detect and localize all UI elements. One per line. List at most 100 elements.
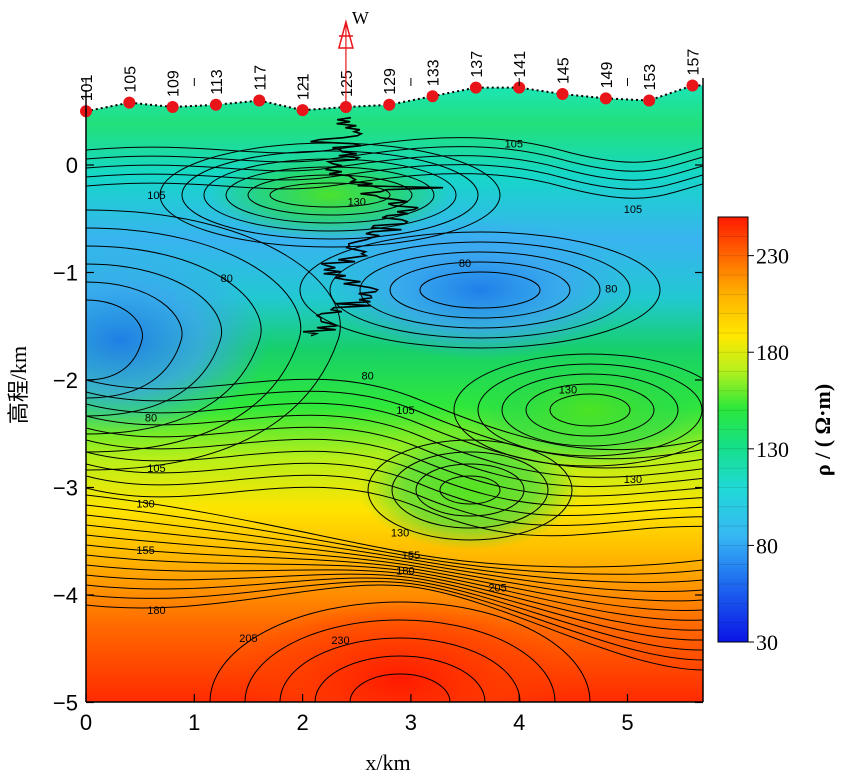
contour-line <box>86 524 703 593</box>
contour-line <box>86 146 703 172</box>
colorbar: 230 180 130 80 30 ρ / ( Ω·m) <box>717 216 835 655</box>
x-tick-label: 5 <box>621 710 633 735</box>
y-tick-label: 0 <box>66 153 78 178</box>
contour-line <box>86 564 703 631</box>
contour-lines <box>86 137 703 702</box>
contour-line <box>419 271 541 309</box>
contour-label: 205 <box>239 633 257 645</box>
well-label: W <box>352 8 369 28</box>
contour-label: 105 <box>147 463 165 475</box>
station-marker <box>469 81 482 94</box>
well-resistivity-log <box>302 116 444 337</box>
contour-labels: 105 105 105 130 80 80 80 80 80 105 130 130 105 130 130… <box>136 139 642 648</box>
station-marker <box>123 96 136 109</box>
y-tick-label: −1 <box>53 261 78 286</box>
station-label: 125 <box>339 70 356 97</box>
contour-label: 105 <box>505 139 523 151</box>
station-label: 105 <box>122 66 139 93</box>
contour-line <box>86 390 703 460</box>
station-marker <box>556 88 569 101</box>
well-log-trace <box>302 116 444 337</box>
topography-polyline <box>85 84 703 113</box>
contour-line <box>501 373 679 447</box>
contour-line <box>86 414 703 478</box>
station-label: 101 <box>79 74 96 101</box>
x-axis: 0 1 2 3 4 5 <box>80 78 634 735</box>
contour-line <box>439 475 501 505</box>
station-marker <box>643 94 656 107</box>
station-label: 113 <box>209 69 226 95</box>
contour-line <box>86 263 223 417</box>
station-marker <box>296 104 309 117</box>
contour-line <box>86 581 703 661</box>
contour-label: 130 <box>136 499 154 511</box>
y-tick-label: −4 <box>53 583 78 608</box>
station-label: 145 <box>556 57 573 84</box>
x-tick-label: 2 <box>296 710 308 735</box>
contour-label: 80 <box>459 258 471 270</box>
well-marker: W <box>337 8 369 107</box>
x-tick-label: 1 <box>188 710 200 735</box>
contour-line <box>367 439 573 541</box>
contour-label: 180 <box>396 565 414 577</box>
y-tick-label: −5 <box>53 691 78 716</box>
contour-line <box>269 182 391 208</box>
contour-line <box>86 514 703 584</box>
x-axis-title: x/km <box>365 750 410 775</box>
station-label: 153 <box>642 64 659 91</box>
plot-frame <box>85 78 704 703</box>
contour-label: 130 <box>624 474 642 486</box>
contour-label: 205 <box>488 582 506 594</box>
y-axis: 0 −1 −2 −3 −4 −5 <box>53 153 703 716</box>
station-label: 109 <box>166 70 183 97</box>
contour-line <box>349 673 451 702</box>
contour-line <box>86 544 703 612</box>
contour-label: 130 <box>348 197 366 209</box>
colorbar-tick-label: 130 <box>756 437 789 462</box>
contour-line <box>86 245 262 435</box>
station-marker <box>253 94 266 107</box>
station-marker <box>599 92 612 105</box>
contour-line <box>549 393 631 427</box>
contour-label: 80 <box>221 273 233 285</box>
contour-label: 155 <box>136 545 154 557</box>
station-label: 121 <box>296 73 313 100</box>
station-label: 129 <box>382 68 399 95</box>
contour-label: 80 <box>605 284 617 296</box>
contour-line <box>86 438 703 497</box>
contour-line <box>299 231 661 349</box>
station-marker <box>166 100 179 113</box>
colorbar-tick-label: 80 <box>756 533 778 558</box>
contour-line <box>244 619 556 702</box>
contour-line <box>86 486 703 537</box>
contour-line <box>181 150 479 240</box>
contour-line <box>86 534 703 602</box>
station-label: 141 <box>512 51 529 78</box>
x-tick-label: 4 <box>513 710 525 735</box>
station-marker <box>426 90 439 103</box>
contour-line <box>86 573 703 641</box>
contour-line <box>525 383 655 437</box>
station-marker <box>209 98 222 111</box>
contour-line <box>86 462 703 517</box>
colorbar-title: ρ / ( Ω·m) <box>810 384 835 476</box>
contour-label: 105 <box>147 190 165 202</box>
contour-line <box>225 166 435 224</box>
station-marker <box>686 79 699 92</box>
contour-line <box>86 494 703 568</box>
contour-line <box>86 426 703 488</box>
colorbar-ramp <box>717 216 749 643</box>
contour-label: 155 <box>402 550 420 562</box>
station-marker <box>383 98 396 111</box>
contour-line <box>86 450 703 507</box>
contour-line <box>247 174 413 216</box>
contour-line <box>391 451 549 529</box>
station-label: 117 <box>252 65 269 91</box>
contour-line <box>86 402 703 469</box>
contour-line <box>86 227 302 453</box>
x-tick-label: 3 <box>405 710 417 735</box>
station-label: 133 <box>426 59 443 86</box>
contour-line <box>314 655 486 702</box>
contour-line <box>86 155 703 181</box>
contour-line <box>86 474 703 527</box>
